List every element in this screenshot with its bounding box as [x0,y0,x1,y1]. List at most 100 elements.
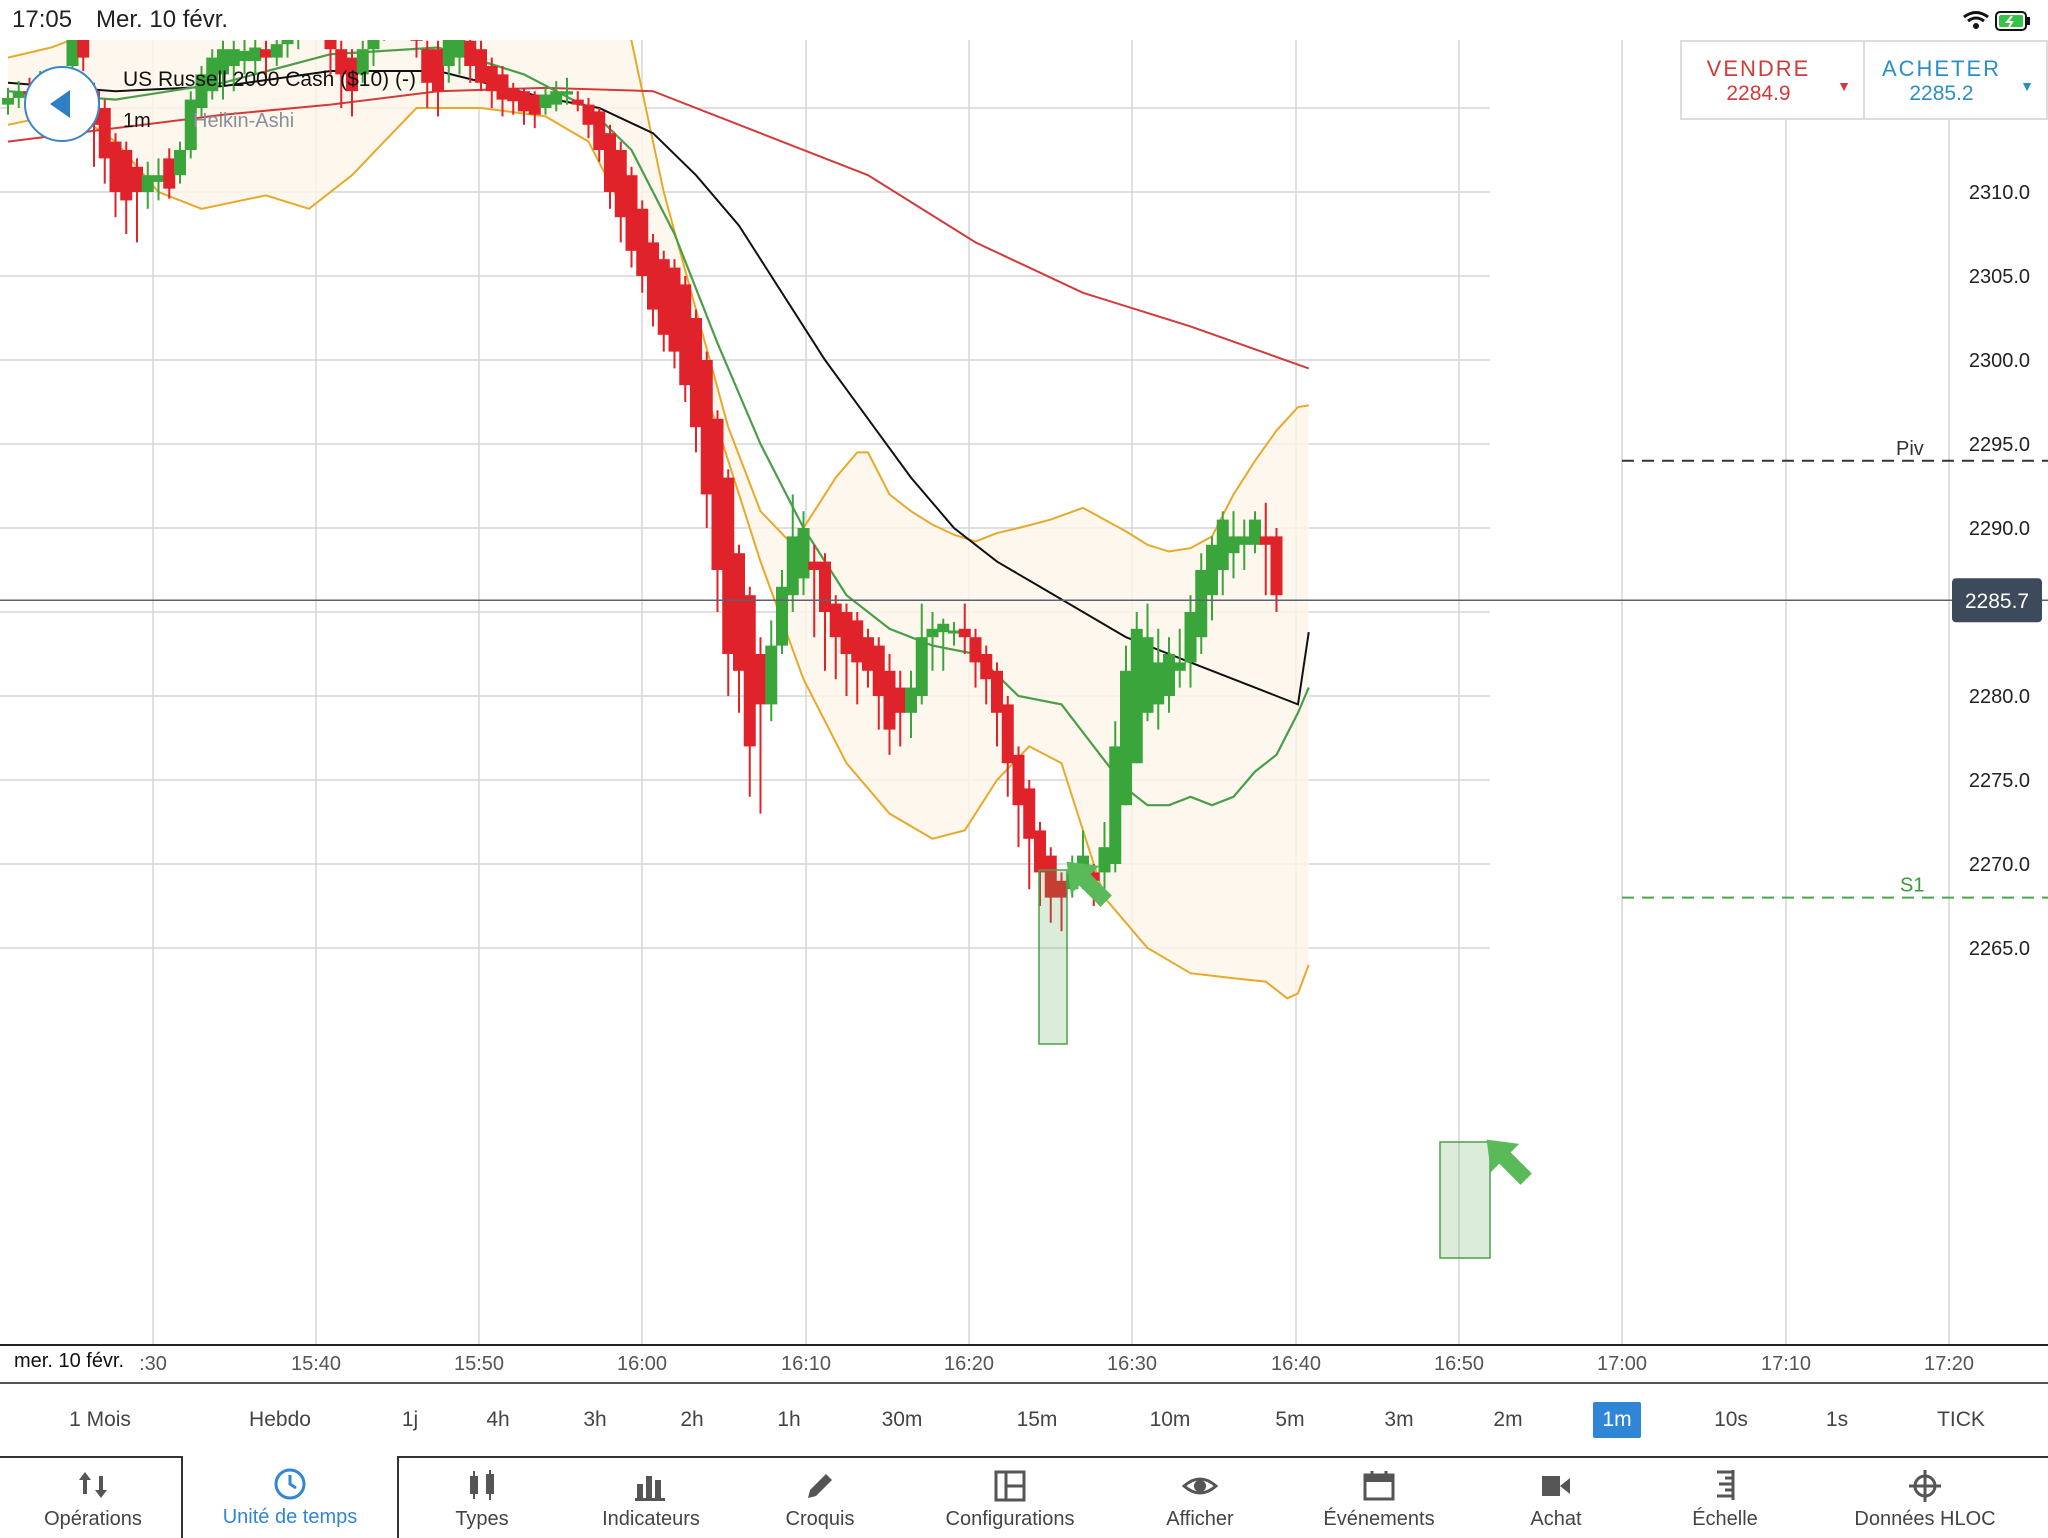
timeframe-option[interactable]: 1m [1593,1402,1641,1438]
toolbar-tab[interactable]: Types [397,1458,567,1538]
candle-body [614,150,627,218]
candle [733,544,745,713]
toolbar-tab[interactable]: Unité de temps [181,1456,399,1538]
candle-body [829,603,842,638]
timeframe-option[interactable]: 1j [401,1408,419,1431]
scale-icon [1707,1468,1743,1509]
timeframe-option[interactable]: 2h [680,1408,704,1431]
timeframe-option[interactable]: 1 Mois [69,1408,131,1431]
candle-body [442,40,455,66]
candle [260,40,272,83]
bollinger-lower-line [7,107,1310,1000]
timeframe-option[interactable]: 10m [1149,1408,1191,1431]
buy-button[interactable]: ACHETER 2285.2 ▼ [1863,42,2046,118]
candle [851,612,864,705]
candle [1012,746,1025,848]
toolbar-tab[interactable]: Croquis [735,1458,905,1538]
timeframe-option[interactable]: 2m [1493,1408,1523,1431]
timeframe-option[interactable]: 1h [777,1408,801,1431]
highlight-box [1439,1141,1491,1259]
candle [948,622,960,646]
candle [109,133,122,218]
timeframe-option[interactable]: 4h [486,1408,510,1431]
candle-body [485,66,498,92]
timeframe-option[interactable]: 3h [583,1408,607,1431]
toolbar-tab[interactable]: Configurations [905,1458,1115,1538]
candle [496,66,509,117]
down-arrow-icon: ▼ [2020,78,2034,94]
toolbar-tab[interactable]: Indicateurs [566,1458,736,1538]
candle [152,158,165,201]
candle-body [808,561,821,570]
candle-body [1141,637,1154,713]
candle [184,91,197,159]
toolbar-tab[interactable]: Échelle [1640,1458,1810,1538]
candle [700,351,713,528]
candle-body [1098,847,1111,873]
candle [174,141,186,184]
candle [926,612,939,671]
candle-body [335,49,348,75]
instrument-title: US Russell 2000 Cash ($10) (-) [123,68,416,91]
candle [1238,519,1251,570]
candle [421,40,434,108]
timeframe-option[interactable]: 3m [1384,1408,1414,1431]
candle [593,108,606,162]
candle [1152,628,1165,730]
timeframe-option[interactable]: 1s [1825,1408,1849,1431]
candle [1034,822,1046,906]
candle-body [700,360,713,495]
candle [346,49,358,117]
candle [905,670,917,738]
timeframe-option[interactable]: 30m [881,1408,923,1431]
candle-body [1173,662,1186,671]
candle-body [475,49,487,83]
candle-body [819,561,831,612]
candle [561,77,573,105]
toolbar-tab[interactable]: Événements [1286,1458,1472,1538]
candle [297,40,300,50]
time-tick-label: :30 [139,1353,167,1375]
candle-body [1270,536,1283,596]
timeframe-option[interactable]: 5m [1275,1408,1305,1431]
time-tick-label: 17:20 [1924,1353,1974,1375]
toolbar-tab[interactable]: Opérations [3,1458,183,1538]
candle [690,309,702,453]
candle-body [905,687,917,713]
candle [356,40,369,83]
price-tick-label: 2280.0 [1969,686,2030,708]
candle [1195,553,1208,654]
price-tick-label: 2265.0 [1969,938,2030,960]
candle-body [1184,612,1197,663]
battery-icon [1995,11,2030,31]
candle [163,148,176,199]
timeframe-option[interactable]: 10s [1714,1408,1748,1431]
candle-body [453,40,466,58]
sell-button[interactable]: VENDRE 2284.9 ▼ [1682,42,1863,118]
toolbar-tab[interactable]: Données HLOC [1805,1458,2045,1538]
candle-body [1044,855,1057,898]
crosshair-icon [1907,1468,1943,1509]
toolbar-tab[interactable]: Afficher [1115,1458,1285,1538]
timeframe-option[interactable]: Hebdo [249,1408,311,1431]
toolbar-tab-label: Achat [1530,1508,1582,1530]
timeframe-option[interactable]: 15m [1016,1408,1058,1431]
back-button[interactable] [24,66,100,142]
sell-label: VENDRE [1706,56,1811,81]
price-axis: 2315.02310.02305.02300.02295.02290.02280… [1952,98,2042,960]
candle [12,81,25,108]
timeframe-option[interactable]: TICK [1937,1408,1985,1431]
candle-body [1249,519,1261,545]
candle [432,40,444,117]
bollinger-upper-line [7,40,1309,553]
candle [1109,721,1122,873]
candle [1098,822,1111,890]
candle-body [539,94,552,108]
candle-body [227,49,240,66]
bollinger-band-fill [8,40,1309,999]
toolbar-tab[interactable]: Achat [1471,1458,1641,1538]
candle [227,40,240,92]
clock-icon [272,1466,308,1507]
candle [442,40,455,83]
